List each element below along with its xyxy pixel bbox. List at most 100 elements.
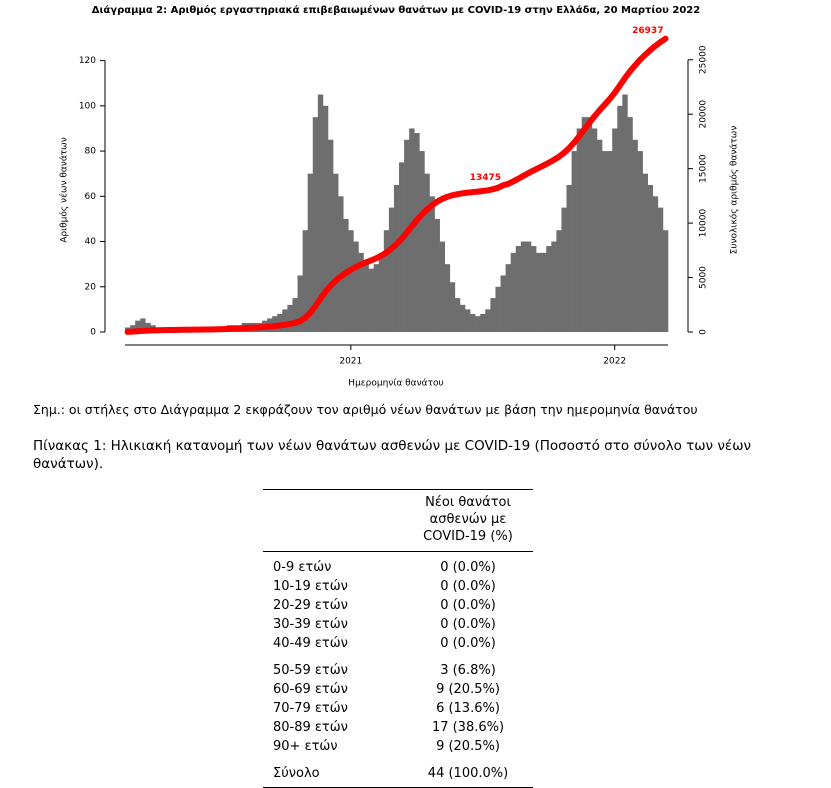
bar <box>383 230 390 332</box>
table-row: 30-39 ετών 0 (0.0%) <box>263 615 533 634</box>
bar <box>434 218 440 332</box>
y-tick-label: 40 <box>85 237 97 247</box>
cell-age: 50-59 ετών <box>273 663 348 678</box>
cell-age: 60-69 ετών <box>273 682 348 697</box>
cell-age: 90+ ετών <box>273 739 338 754</box>
bar <box>363 264 369 332</box>
table-row: 10-19 ετών 0 (0.0%) <box>263 577 533 596</box>
bar <box>353 241 359 332</box>
table-row: 20-29 ετών 0 (0.0%) <box>263 596 533 615</box>
value-label: 13475 <box>470 173 501 183</box>
bar <box>424 173 430 332</box>
bar <box>576 128 583 332</box>
y-tick-label: 120 <box>79 56 96 66</box>
bar <box>429 196 435 332</box>
bar <box>510 252 517 332</box>
bar <box>480 313 486 332</box>
bar <box>607 151 613 332</box>
y2-tick-label: 25000 <box>699 45 709 74</box>
table-row: 50-59 ετών 3 (6.8%) <box>263 653 533 680</box>
bar <box>348 230 354 332</box>
bar <box>602 151 608 332</box>
y2-tick-label: 10000 <box>699 209 709 238</box>
bar <box>571 151 577 332</box>
bar <box>485 309 491 332</box>
cell-age: 30-39 ετών <box>273 617 348 632</box>
bar <box>327 139 334 332</box>
cell-value: 0 (0.0%) <box>440 560 496 575</box>
bar <box>307 173 314 332</box>
bar <box>145 322 151 332</box>
y-tick-label: 100 <box>79 101 96 111</box>
table-row: Σύνολο 44 (100.0%) <box>263 756 533 788</box>
cell-age: 40-49 ετών <box>273 636 348 651</box>
bar <box>515 246 522 332</box>
bar <box>312 117 319 333</box>
bar <box>581 117 588 333</box>
y2-tick-label: 15000 <box>699 154 709 183</box>
value-label: 26937 <box>632 26 663 36</box>
y-tick-label: 60 <box>85 192 97 202</box>
bar <box>591 128 598 332</box>
cell-age: 20-29 ετών <box>273 598 348 613</box>
bar <box>525 241 532 332</box>
cell-age: 80-89 ετών <box>273 720 348 735</box>
table-header: Νέοι θανάτοι ασθενών με COVID-19 (%) <box>403 489 533 552</box>
bar <box>338 196 344 332</box>
bar <box>647 185 654 332</box>
cell-age: 70-79 ετών <box>273 701 348 716</box>
bar <box>556 230 562 332</box>
chart-title: Διάγραμμα 2: Αριθμός εργαστηριακά επιβεβ… <box>92 4 701 16</box>
cell-value: 17 (38.6%) <box>431 720 505 735</box>
cell-value: 0 (0.0%) <box>440 598 496 613</box>
bar <box>586 117 593 333</box>
bar <box>378 252 385 332</box>
y-axis-label: Αριθμός νέων θανάτων <box>59 137 70 243</box>
bar <box>399 162 405 332</box>
bar <box>657 207 664 332</box>
table-body: 0-9 ετών 0 (0.0%) 10-19 ετών 0 (0.0%) 20-29 … <box>263 552 533 788</box>
bar <box>637 151 643 332</box>
bar <box>520 241 527 332</box>
header-empty <box>263 489 403 552</box>
bar <box>282 309 288 332</box>
bar <box>475 316 481 332</box>
bar <box>536 252 542 332</box>
bar <box>561 207 567 332</box>
bar <box>546 246 552 332</box>
table-row: 90+ ετών 9 (20.5%) <box>263 737 533 756</box>
cell-value: 44 (100.0%) <box>403 756 533 788</box>
bar <box>130 325 136 332</box>
bar <box>627 117 633 333</box>
bar <box>470 313 476 332</box>
bar <box>617 105 623 332</box>
cell-value: 9 (20.5%) <box>436 682 500 697</box>
y2-axis-label: Συνολικός αριθμός θανάτων <box>729 126 740 255</box>
bar <box>393 185 400 332</box>
bar <box>490 298 496 332</box>
cell-age: Σύνολο <box>263 756 403 788</box>
bar <box>135 320 141 332</box>
bar <box>373 264 380 332</box>
cell-age: 0-9 ετών <box>273 560 332 575</box>
bar <box>530 246 537 332</box>
bar <box>596 139 603 332</box>
bar <box>302 230 308 332</box>
bar <box>652 196 659 332</box>
bar <box>454 298 461 332</box>
bar <box>662 230 669 332</box>
line <box>124 35 669 335</box>
y2-tick-label: 20000 <box>699 100 709 129</box>
bar <box>358 252 364 332</box>
x-tick-label: 2022 <box>603 357 626 367</box>
bar <box>622 94 628 333</box>
age-table: Νέοι θανάτοι ασθενών με COVID-19 (%) 0-9… <box>263 489 533 788</box>
x-axis-label: Ημερομηνία θανάτου <box>348 379 443 389</box>
bar <box>632 139 638 332</box>
bar <box>419 151 425 332</box>
table-row: 0-9 ετών 0 (0.0%) <box>263 552 533 578</box>
bar <box>388 207 395 332</box>
table-row: 70-79 ετών 6 (13.6%) <box>263 699 533 718</box>
cell-value: 3 (6.8%) <box>440 663 496 678</box>
bar <box>333 173 339 332</box>
